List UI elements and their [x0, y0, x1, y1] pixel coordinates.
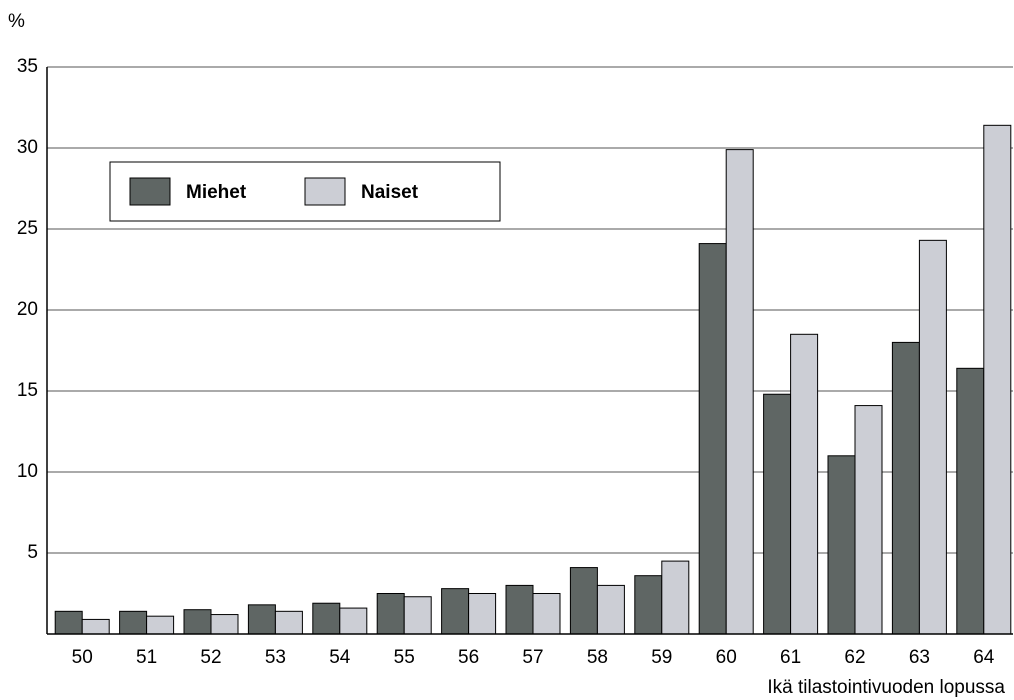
y-tick-label: 30 [17, 137, 38, 158]
bar [790, 333, 819, 635]
x-tick-label: 51 [136, 647, 157, 668]
bar [827, 455, 856, 635]
x-tick-label: 54 [329, 647, 351, 668]
x-tick-label: 57 [522, 647, 543, 668]
x-tick-label: 62 [844, 647, 865, 668]
x-tick-label: 55 [394, 647, 415, 668]
x-tick-label: 52 [200, 647, 221, 668]
x-tick-label: 56 [458, 647, 479, 668]
bar [956, 367, 985, 635]
bar [146, 615, 175, 635]
legend-label: Miehet [186, 182, 247, 203]
bar [210, 614, 239, 635]
x-tick-label: 59 [651, 647, 672, 668]
bar [119, 610, 148, 635]
x-tick-label: 58 [587, 647, 608, 668]
x-tick-label: 50 [72, 647, 93, 668]
y-tick-label: 35 [17, 56, 38, 77]
x-tick-label: 63 [909, 647, 930, 668]
y-tick-label: 10 [17, 461, 38, 482]
bar [983, 124, 1012, 635]
x-tick-label: 53 [265, 647, 286, 668]
bar [725, 149, 754, 635]
bar [661, 560, 690, 635]
bar [441, 588, 470, 635]
bar [596, 584, 625, 635]
bar [569, 567, 598, 635]
bar [54, 610, 83, 635]
legend-swatch [304, 177, 346, 206]
bar [891, 341, 920, 635]
bar [468, 593, 497, 635]
bar [854, 405, 883, 635]
x-axis-label: Ikä tilastointivuoden lopussa [767, 677, 1005, 698]
bar [763, 393, 792, 635]
legend-label: Naiset [361, 182, 419, 203]
y-tick-label: 15 [17, 380, 38, 401]
x-tick-label: 61 [780, 647, 801, 668]
y-tick-label: 25 [17, 218, 38, 239]
bar [183, 609, 212, 635]
bar [274, 610, 303, 635]
legend-box [109, 161, 501, 222]
y-tick-label: 20 [17, 299, 38, 320]
legend-swatch [129, 177, 171, 206]
bar [403, 596, 432, 635]
bar [247, 604, 276, 635]
bar [339, 607, 368, 635]
bar [376, 593, 405, 635]
bar [698, 243, 727, 635]
x-tick-label: 64 [973, 647, 995, 668]
y-axis-label: % [8, 11, 25, 32]
bar [634, 575, 663, 635]
bar [532, 593, 561, 635]
y-tick-label: 5 [27, 542, 38, 563]
x-tick-label: 60 [716, 647, 737, 668]
bar [918, 239, 947, 635]
bar [505, 584, 534, 635]
bar [81, 618, 110, 635]
bar [312, 602, 341, 635]
